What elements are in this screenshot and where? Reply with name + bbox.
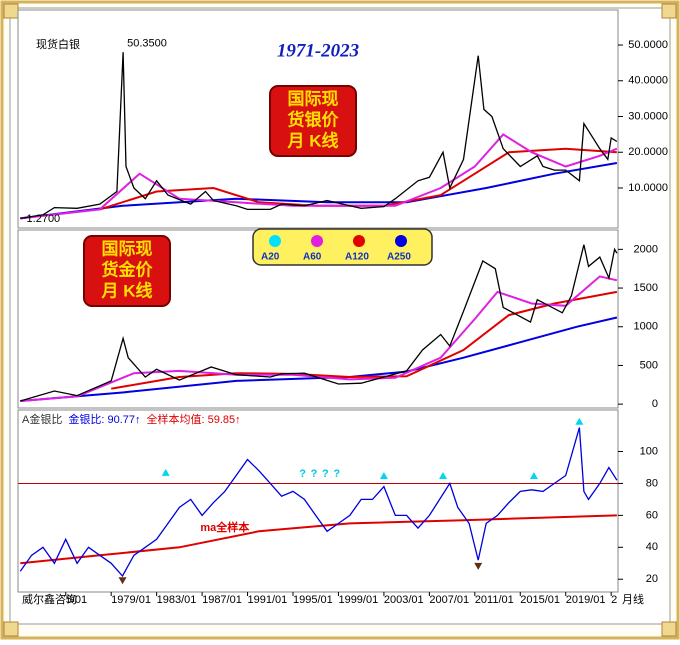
legend-box	[252, 228, 433, 266]
corner	[661, 3, 677, 19]
x-tick-label: 5/01	[66, 594, 87, 606]
label-box	[83, 235, 171, 307]
corner	[3, 621, 19, 637]
annotation: ?	[311, 468, 318, 480]
x-tick-label: 2003/01	[384, 594, 424, 606]
x-tick-label: 1991/01	[248, 594, 288, 606]
series-line	[20, 275, 618, 402]
y-tick-label: 2000	[634, 243, 658, 255]
header-text: 全样本均值: 59.85↑	[146, 412, 240, 426]
y-tick-label: 10.0000	[628, 182, 668, 194]
y-tick-label: 60	[646, 509, 658, 521]
legend-swatch	[269, 235, 281, 247]
box-text: 国际现	[288, 89, 339, 108]
x-tick-label: 1987/01	[202, 594, 242, 606]
x-tick-label: 1999/01	[338, 594, 378, 606]
y-tick-label: 40.0000	[628, 75, 668, 87]
y-tick-label: 80	[646, 477, 658, 489]
annotation: ?	[322, 468, 329, 480]
arrow-marker	[379, 472, 388, 480]
x-tick-label: 2007/01	[429, 594, 469, 606]
annotation: ?	[333, 468, 340, 480]
y-tick-label: 50.0000	[628, 39, 668, 51]
panel	[17, 9, 619, 229]
x-tick-label: 1979/01	[111, 594, 151, 606]
series-line	[111, 290, 618, 390]
plots: 10.0000 20.0000 30.0000 40.0000 50.0000 50.35…	[17, 9, 668, 606]
box-text: 国际现	[102, 239, 153, 258]
y-tick-label: 500	[640, 359, 658, 371]
y-tick-label: 100	[640, 445, 658, 457]
panel	[17, 409, 619, 593]
corner	[661, 621, 677, 637]
x-tick-label: 1995/01	[293, 594, 333, 606]
legend-label: A250	[387, 252, 411, 263]
arrow-marker	[118, 577, 127, 585]
series-line	[20, 133, 618, 220]
annotation: ma全样本	[200, 520, 249, 534]
legend-label: A120	[345, 252, 369, 263]
x-tick-label: 2015/01	[520, 594, 560, 606]
legend-label: A20	[261, 252, 280, 263]
arrow-marker	[439, 472, 447, 480]
y-tick-label: 30.0000	[628, 110, 668, 122]
y-tick-label: 20	[646, 573, 658, 585]
x-tick-label: 2011/01	[475, 594, 514, 606]
box-text: 月 K线	[287, 130, 339, 150]
y-tick-label: 20.0000	[628, 146, 668, 158]
source: 威尔鑫咨询	[22, 592, 77, 606]
annotation: ?	[299, 468, 306, 480]
series-line	[20, 316, 618, 402]
corner	[3, 3, 19, 19]
legend-swatch	[395, 235, 407, 247]
box-text: 货金价	[102, 259, 154, 279]
y-tick-label: 40	[646, 541, 658, 553]
y-tick-label: 1500	[634, 282, 658, 294]
arrow-marker	[575, 417, 584, 425]
y-tick-label: 0	[652, 398, 658, 410]
annotation: 50.3500	[127, 38, 167, 50]
series-line	[20, 244, 618, 402]
arrow-marker	[474, 562, 483, 570]
box-text: 货银价	[288, 109, 340, 129]
chart-title: 1971-2023	[277, 40, 359, 61]
series-line	[20, 52, 618, 220]
annotation: 1.2700	[27, 213, 61, 225]
series-line	[19, 427, 618, 578]
y-tick-label: 1000	[634, 321, 658, 333]
header-text: A金银比	[22, 412, 62, 426]
label-box	[269, 85, 357, 157]
arrow-marker	[161, 468, 170, 476]
x-tick-label: 1983/01	[157, 594, 197, 606]
box-text: 月 K线	[101, 280, 153, 300]
legend-swatch	[311, 235, 323, 247]
legend-label: A60	[303, 252, 322, 263]
x-tick-label: 2019/01	[566, 594, 606, 606]
x-tick-label: 2	[611, 594, 617, 606]
arrow-marker	[529, 472, 538, 480]
series-line	[20, 162, 618, 220]
silver-label: 现货白银	[36, 37, 80, 51]
period: 月线	[622, 592, 644, 606]
legend-swatch	[353, 235, 365, 247]
header-text: 金银比: 90.77↑	[68, 412, 140, 426]
